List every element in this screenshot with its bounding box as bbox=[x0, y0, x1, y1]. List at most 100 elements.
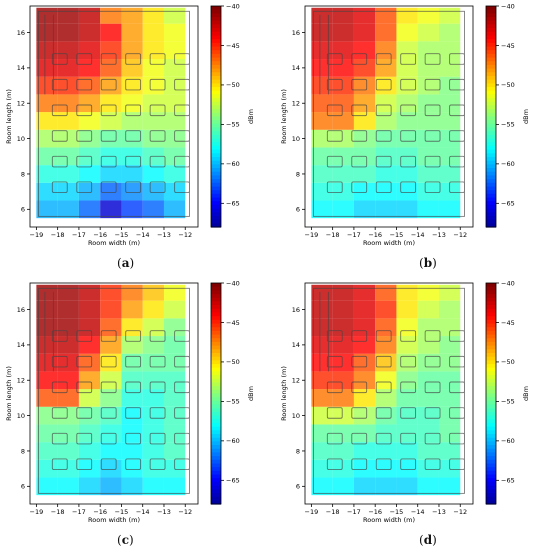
colorbar-tick-label: −60 bbox=[501, 437, 515, 445]
colorbar-segment bbox=[486, 470, 496, 476]
colorbar-segment bbox=[211, 109, 221, 114]
heatmap-cell bbox=[396, 59, 418, 77]
heatmap-cell bbox=[396, 371, 418, 390]
heatmap-cell bbox=[57, 284, 79, 301]
heatmap-cell bbox=[121, 165, 143, 183]
colorbar-segment bbox=[211, 9, 221, 14]
heatmap-cell bbox=[121, 300, 143, 319]
heatmap-cell bbox=[332, 94, 354, 113]
colorbar-segment bbox=[486, 319, 496, 325]
colorbar-segment bbox=[486, 190, 496, 195]
heatmap-cell bbox=[311, 371, 333, 390]
colorbar-tick-label: −65 bbox=[501, 477, 515, 485]
heatmap-cell bbox=[121, 112, 143, 130]
x-tick-label: −13 bbox=[157, 508, 171, 516]
colorbar-segment bbox=[211, 39, 221, 44]
colorbar-segment bbox=[211, 312, 221, 317]
heatmap-cell bbox=[100, 371, 122, 390]
heatmap-cell bbox=[375, 389, 397, 407]
colorbar-segment bbox=[211, 389, 221, 395]
heatmap-cell bbox=[78, 371, 101, 390]
heatmap-cell bbox=[375, 442, 397, 460]
heatmap-cell bbox=[311, 477, 333, 496]
colorbar-segment bbox=[211, 61, 221, 66]
y-tick-label: 10 bbox=[292, 412, 300, 420]
colorbar-segment bbox=[211, 481, 221, 487]
heatmap-cell bbox=[438, 371, 461, 390]
heatmap-cell bbox=[311, 94, 333, 113]
heatmap-cell bbox=[438, 336, 461, 354]
heatmap-cell bbox=[121, 23, 143, 42]
colorbar-segment bbox=[486, 445, 496, 450]
floorplan-outline bbox=[38, 10, 190, 217]
heatmap-cell bbox=[57, 182, 79, 201]
heatmap-cell bbox=[311, 318, 333, 337]
heatmap-cell bbox=[375, 336, 397, 354]
heatmap-cell bbox=[78, 59, 101, 77]
colorbar-segment bbox=[211, 35, 221, 40]
heatmap-cell bbox=[417, 94, 439, 113]
colorbar-segment bbox=[211, 28, 221, 33]
y-tick-label: 8 bbox=[21, 447, 25, 455]
heatmap-chart: −19 −18 −17 −16 −15 −14 −13 −12 6 8 10 12 14 16 Room w… bbox=[280, 279, 530, 524]
colorbar-segment bbox=[486, 131, 496, 136]
heatmap-cell bbox=[353, 442, 376, 460]
heatmap-cell bbox=[332, 182, 354, 201]
panel-caption: (c) bbox=[117, 533, 134, 547]
panel-caption: (d) bbox=[419, 533, 437, 547]
heatmap-cell bbox=[438, 112, 461, 130]
colorbar-segment bbox=[211, 283, 221, 288]
heatmap-cell bbox=[57, 59, 79, 77]
heatmap-cell bbox=[78, 477, 101, 496]
heatmap-cells bbox=[311, 284, 461, 496]
heatmap-cell bbox=[57, 459, 79, 478]
colorbar-tick-label: −60 bbox=[226, 160, 240, 168]
heatmap-cell bbox=[142, 182, 164, 201]
colorbar-segment bbox=[211, 204, 221, 210]
colorbar: −40 −45 −50 −55 −60 −65 dBm bbox=[210, 2, 255, 228]
heatmap-cell bbox=[332, 406, 354, 425]
colorbar-segment bbox=[211, 138, 221, 143]
heatmap-cell bbox=[121, 442, 143, 460]
colorbar-segment bbox=[486, 397, 496, 402]
heatmap-cell bbox=[417, 477, 439, 496]
heatmap-cell bbox=[163, 23, 186, 42]
x-tick-label: −13 bbox=[432, 231, 446, 239]
floorplan-outline bbox=[313, 287, 465, 494]
y-tick-label: 14 bbox=[17, 341, 25, 349]
heatmap-cell bbox=[57, 371, 79, 390]
heatmap-cell bbox=[375, 459, 397, 478]
heatmap-cell bbox=[417, 23, 439, 42]
heatmap-cell bbox=[163, 94, 186, 113]
heatmap-cell bbox=[121, 284, 143, 301]
x-tick-label: −12 bbox=[178, 508, 192, 516]
colorbar-segment bbox=[486, 294, 496, 299]
colorbar-segment bbox=[486, 182, 496, 188]
heatmap-cell bbox=[57, 165, 79, 183]
heatmap-cell bbox=[438, 147, 461, 166]
heatmap-cell bbox=[121, 182, 143, 201]
colorbar-segment bbox=[486, 441, 496, 446]
heatmap-cell bbox=[311, 389, 333, 407]
colorbar-tick-label: −55 bbox=[226, 121, 240, 129]
heatmap-cell bbox=[36, 7, 58, 24]
colorbar-tick-label: −40 bbox=[501, 2, 515, 10]
colorbar-segment bbox=[211, 197, 221, 202]
heatmap-cell bbox=[121, 200, 143, 219]
colorbar-segment bbox=[211, 441, 221, 446]
heatmap-cell bbox=[353, 7, 376, 24]
colorbar-segment bbox=[486, 197, 496, 202]
heatmap-cell bbox=[100, 300, 122, 319]
x-tick-label: −18 bbox=[51, 508, 65, 516]
heatmap-cell bbox=[78, 129, 101, 148]
heatmap-cell bbox=[353, 371, 376, 390]
colorbar-segment bbox=[211, 334, 221, 339]
heatmap-cell bbox=[78, 459, 101, 478]
colorbar-segment bbox=[486, 338, 496, 343]
colorbar-segment bbox=[211, 142, 221, 147]
heatmap-cell bbox=[36, 318, 58, 337]
colorbar-segment bbox=[211, 101, 221, 107]
colorbar-segment bbox=[486, 297, 496, 303]
x-tick-label: −13 bbox=[157, 231, 171, 239]
y-tick-label: 6 bbox=[296, 206, 300, 214]
